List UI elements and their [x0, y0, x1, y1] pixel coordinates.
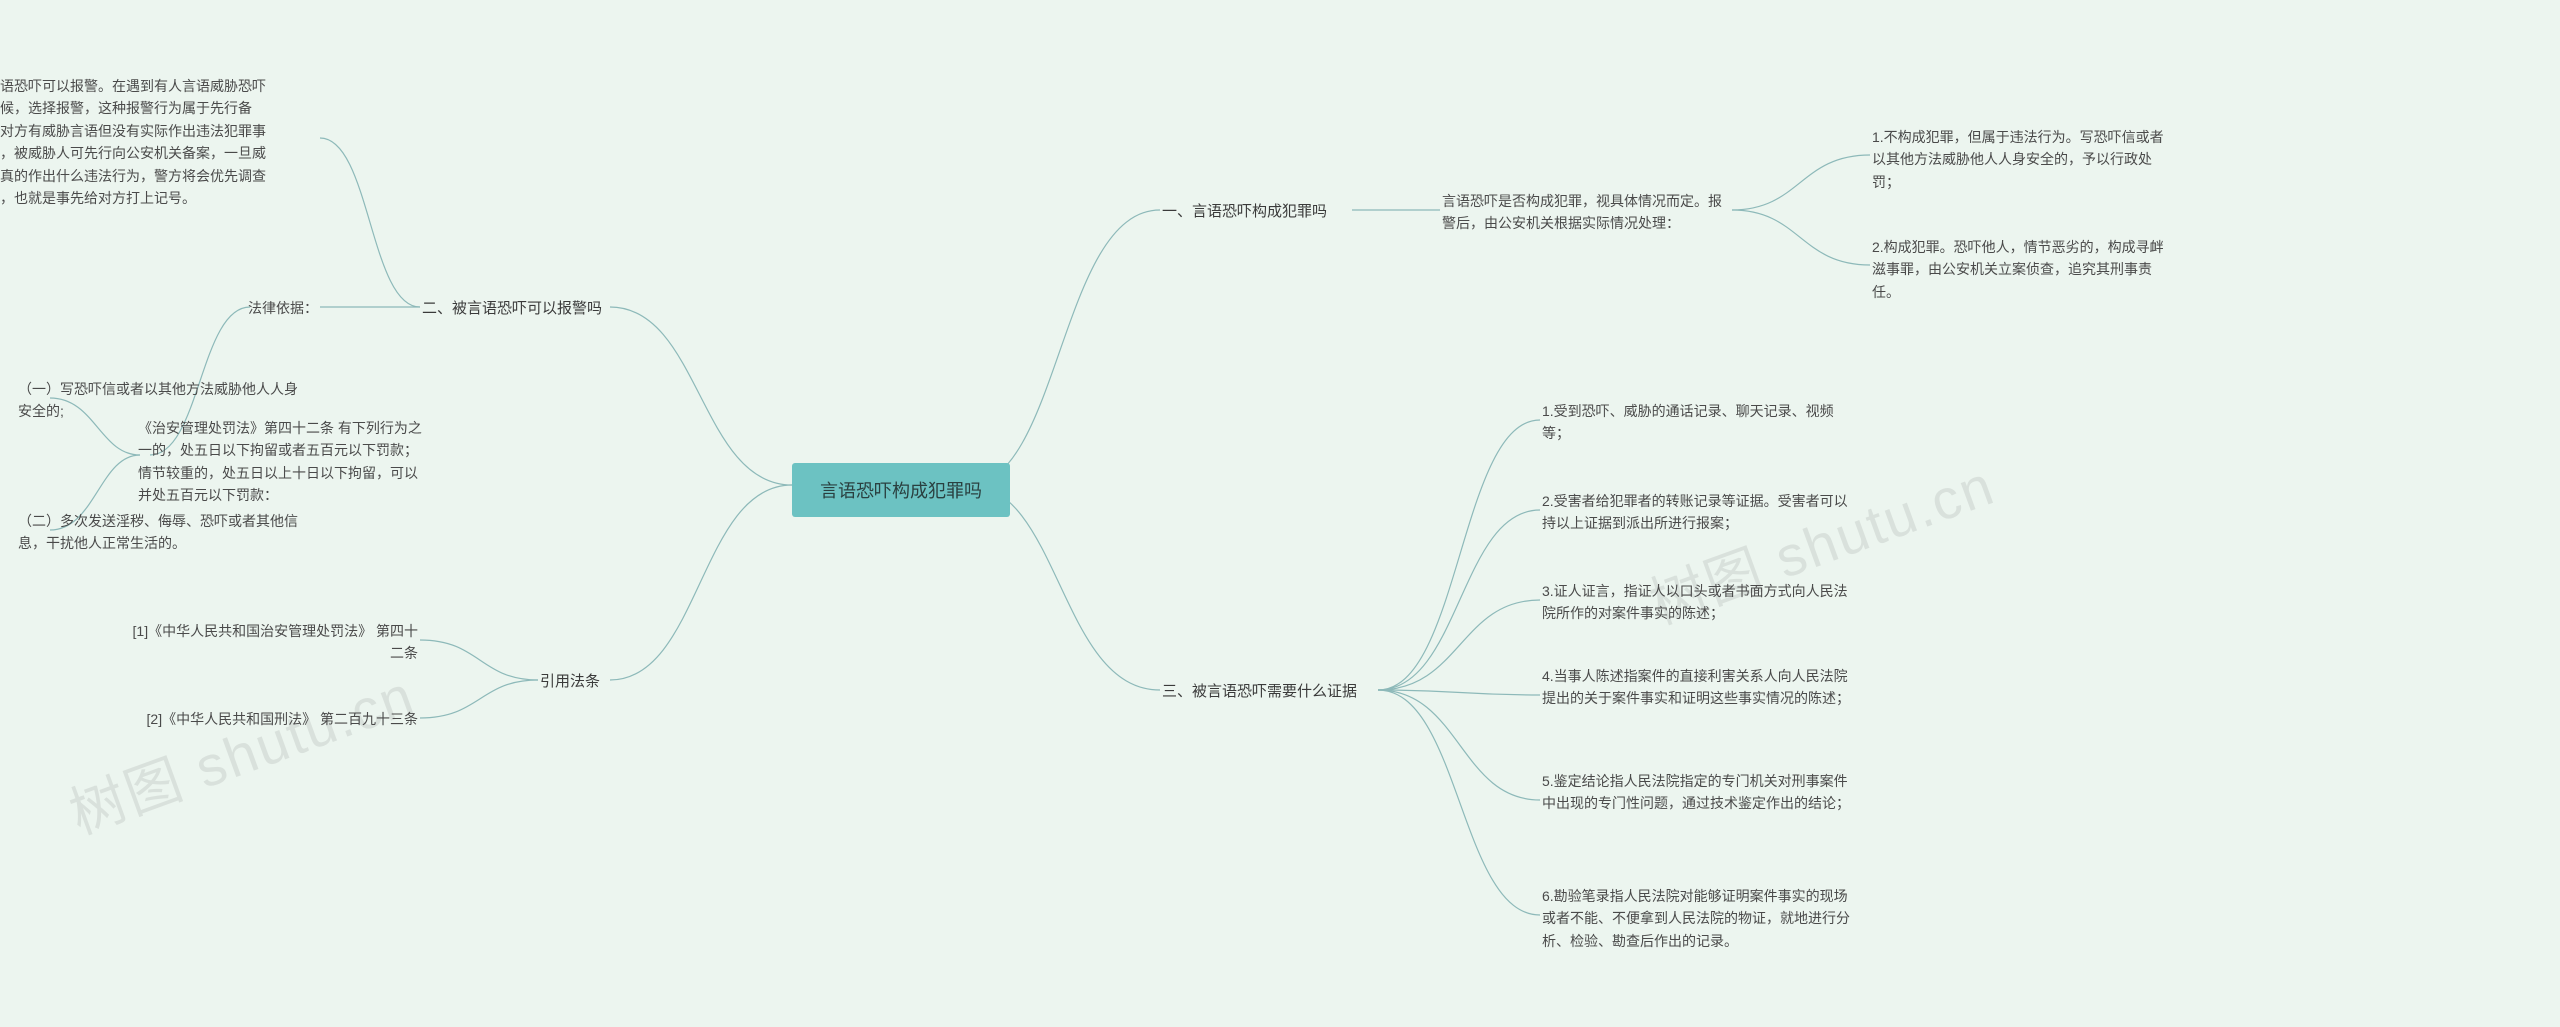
branch-3-title: 三、被言语恐吓需要什么证据: [1162, 680, 1357, 704]
branch-1-detail: 言语恐吓是否构成犯罪，视具体情况而定。报警后，由公安机关根据实际情况处理：: [1442, 190, 1732, 235]
branch-2-law-sub2: （二）多次发送淫秽、侮辱、恐吓或者其他信息，干扰他人正常生活的。: [18, 510, 308, 555]
cite-sub2: [2]《中华人民共和国刑法》 第二百九十三条: [147, 708, 418, 730]
branch-3-sub5: 5.鉴定结论指人民法院指定的专门机关对刑事案件中出现的专门性问题，通过技术鉴定作…: [1542, 770, 1852, 815]
watermark: 树图 shutu.cn: [57, 651, 424, 851]
branch-1-sub2: 2.构成犯罪。恐吓他人，情节恶劣的，构成寻衅滋事罪，由公安机关立案侦查，追究其刑…: [1872, 236, 2172, 303]
branch-1-title: 一、言语恐吓构成犯罪吗: [1162, 200, 1327, 224]
branch-3-sub4: 4.当事人陈述指案件的直接利害关系人向人民法院提出的关于案件事实和证明这些事实情…: [1542, 665, 1852, 710]
branch-2-detail: 被言语恐吓可以报警。在遇到有人言语威胁恐吓的时候，选择报警，这种报警行为属于先行…: [0, 75, 272, 209]
branch-1-sub1: 1.不构成犯罪，但属于违法行为。写恐吓信或者以其他方法威胁他人人身安全的，予以行…: [1872, 126, 2172, 193]
cite-title: 引用法条: [540, 670, 600, 694]
branch-2-law-sub1: （一）写恐吓信或者以其他方法威胁他人人身安全的;: [18, 378, 298, 423]
branch-3-sub3: 3.证人证言，指证人以口头或者书面方式向人民法院所作的对案件事实的陈述；: [1542, 580, 1852, 625]
branch-3-sub6: 6.勘验笔录指人民法院对能够证明案件事实的现场或者不能、不便拿到人民法院的物证，…: [1542, 885, 1852, 952]
connectors: [0, 0, 2560, 1027]
branch-3-sub2: 2.受害者给犯罪者的转账记录等证据。受害者可以持以上证据到派出所进行报案；: [1542, 490, 1852, 535]
center-node: 言语恐吓构成犯罪吗: [792, 463, 1010, 517]
branch-3-sub1: 1.受到恐吓、威胁的通话记录、聊天记录、视频等；: [1542, 400, 1852, 445]
cite-sub1: [1]《中华人民共和国治安管理处罚法》 第四十二条: [128, 620, 418, 665]
branch-2-title: 二、被言语恐吓可以报警吗: [422, 297, 602, 321]
branch-2-law-label: 法律依据：: [248, 297, 318, 319]
branch-2-law-text: 《治安管理处罚法》第四十二条 有下列行为之一的，处五日以下拘留或者五百元以下罚款…: [138, 417, 428, 507]
